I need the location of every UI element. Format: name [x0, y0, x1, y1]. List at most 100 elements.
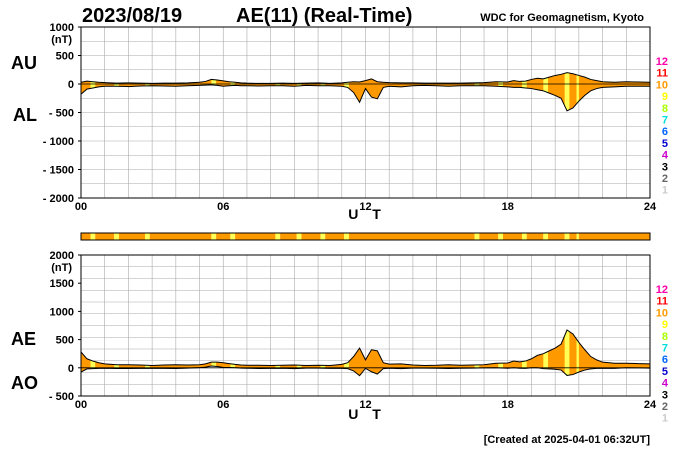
envelope-fill — [81, 330, 650, 376]
station-count-segment — [325, 233, 345, 240]
station-count-segment — [344, 233, 349, 240]
series-line-al — [80, 84, 650, 112]
station-count-segment — [526, 233, 544, 240]
legend-count-1: 1 — [662, 413, 668, 425]
y-tick-label: 500 — [56, 335, 74, 347]
station-count-segment — [95, 233, 115, 240]
y-tick-label: 500 — [56, 51, 74, 63]
station-count-segment — [280, 233, 297, 240]
station-gap-band — [564, 72, 570, 111]
ae-ao-grid — [81, 255, 650, 396]
created-timestamp: [Created at 2025-04-01 06:32UT] — [484, 434, 651, 446]
station-count-segment — [474, 233, 480, 240]
station-count-segment — [548, 233, 565, 240]
legend-count-7: 7 — [662, 115, 668, 127]
au-al-grid — [81, 27, 650, 198]
station-count-segment — [576, 233, 579, 240]
x-tick-label: 00 — [75, 201, 87, 213]
au-al-xlabel: U T — [348, 206, 386, 222]
station-gap-band — [564, 330, 570, 376]
x-tick-label: 00 — [75, 399, 87, 411]
x-tick-label: 06 — [217, 399, 229, 411]
legend-count-8: 8 — [662, 103, 668, 115]
station-count-segment — [521, 233, 527, 240]
legend-count-5: 5 — [662, 366, 668, 378]
station-count-segment — [118, 233, 146, 240]
y-tick-label: - 500 — [49, 391, 74, 403]
station-count-segment — [564, 233, 570, 240]
legend-count-4: 4 — [662, 378, 669, 390]
au-al-frame — [80, 26, 651, 199]
station-count-segment — [569, 233, 577, 240]
ae-side-label: AE — [11, 329, 36, 349]
station-count-strip — [80, 232, 651, 241]
y-tick-label: - 1500 — [43, 165, 74, 177]
station-count-segment — [149, 233, 212, 240]
source-label: WDC for Geomagnetism, Kyoto — [480, 12, 644, 24]
station-count-segment — [230, 233, 236, 240]
legend-count-6: 6 — [662, 126, 668, 138]
x-tick-label: 12 — [359, 399, 371, 411]
station-count-segment — [348, 233, 475, 240]
station-count-segment — [81, 233, 91, 240]
station-count-segment — [578, 233, 650, 240]
y-tick-label: 1000 — [50, 22, 74, 34]
station-count-segment — [543, 233, 549, 240]
x-tick-label: 12 — [359, 201, 371, 213]
x-tick-label: 24 — [644, 201, 657, 213]
legend-count-8: 8 — [662, 331, 668, 343]
station-count-segment — [275, 233, 281, 240]
index-title: AE(11) (Real-Time) — [236, 5, 412, 27]
y-tick-label: - 2000 — [43, 193, 74, 205]
legend-count-1: 1 — [662, 185, 668, 197]
x-tick-label: 18 — [502, 399, 514, 411]
legend-count-11: 11 — [656, 68, 668, 80]
x-tick-label: 24 — [644, 399, 657, 411]
y-tick-label: - 1000 — [43, 136, 74, 148]
ae-ao-xlabel: U T — [348, 406, 386, 422]
x-tick-label: 18 — [502, 201, 514, 213]
y-tick-label: 0 — [68, 79, 74, 91]
legend-count-9: 9 — [662, 319, 668, 331]
ae-ao-frame — [80, 254, 651, 397]
x-tick-label: 06 — [217, 201, 229, 213]
series-line-au — [80, 72, 651, 84]
y-tick-label: 1500 — [50, 278, 74, 290]
al-side-label: AL — [13, 105, 37, 125]
legend-count-6: 6 — [662, 354, 668, 366]
legend-count-10: 10 — [656, 79, 668, 91]
station-count-segment — [145, 233, 150, 240]
legend-count-3: 3 — [662, 161, 668, 173]
station-gap-band — [576, 72, 579, 111]
station-count-segment — [90, 233, 96, 240]
station-count-segment — [211, 233, 217, 240]
legend-count-2: 2 — [662, 173, 668, 185]
legend-count-12: 12 — [656, 284, 668, 296]
legend-count-10: 10 — [656, 307, 668, 319]
legend-count-9: 9 — [662, 91, 668, 103]
legend-count-3: 3 — [662, 389, 668, 401]
station-count-segment — [503, 233, 522, 240]
station-count-segment — [216, 233, 231, 240]
y-tick-label: - 500 — [49, 108, 74, 120]
legend-count-2: 2 — [662, 401, 668, 413]
legend-count-4: 4 — [662, 150, 669, 162]
y-tick-label: 2000 — [50, 250, 74, 262]
station-count-segment — [235, 233, 276, 240]
series-line-ae — [80, 329, 651, 367]
legend-count-12: 12 — [656, 56, 668, 68]
station-count-segment — [114, 233, 119, 240]
legend-count-5: 5 — [662, 138, 668, 150]
y-tick-label: 1000 — [50, 306, 74, 318]
legend-count-11: 11 — [656, 296, 668, 308]
station-count-segment — [320, 233, 326, 240]
y-tick-label: 0 — [68, 363, 74, 375]
ao-side-label: AO — [11, 373, 38, 393]
